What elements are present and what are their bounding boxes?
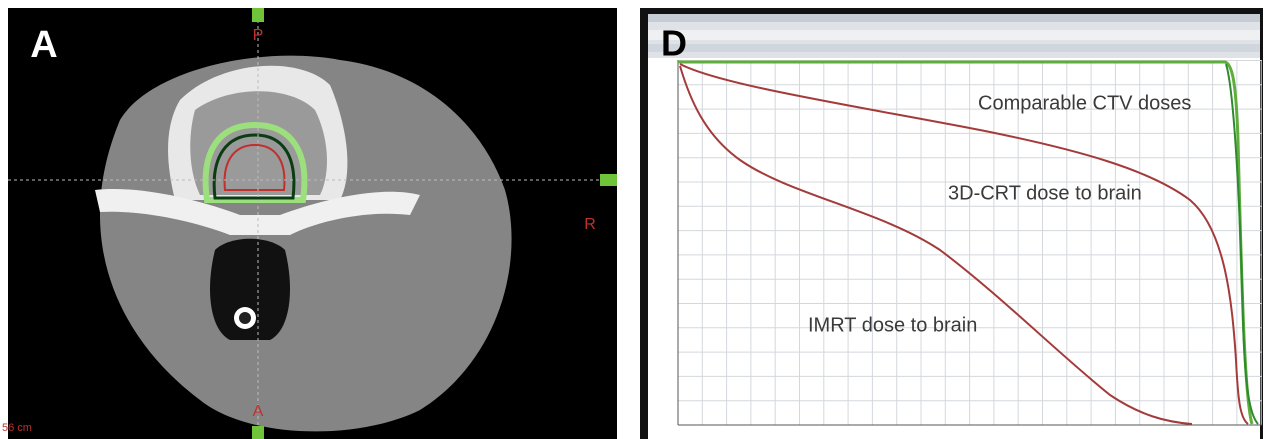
contour-ptv — [202, 121, 308, 203]
orientation-right: R — [584, 216, 596, 233]
contour-ctv — [212, 133, 296, 200]
orientation-bottom: A — [253, 403, 264, 420]
title-bar — [648, 14, 1260, 22]
annotation: IMRT dose to brain — [808, 314, 977, 336]
orientation-top: P — [253, 27, 264, 44]
toolbar — [648, 30, 1260, 40]
plot-window — [648, 58, 1260, 439]
spinal-canal — [239, 312, 251, 324]
scale-label: 56 cm — [2, 422, 32, 434]
marker-top — [252, 8, 264, 22]
dvh-imrt — [679, 65, 1193, 425]
airway — [210, 238, 290, 340]
annotation: Comparable CTV doses — [978, 92, 1191, 114]
tab-bar — [648, 44, 1260, 52]
marker-right — [600, 174, 617, 186]
dvh-3dcrt — [679, 63, 1249, 425]
panel-label: D — [661, 23, 687, 64]
marker-bottom — [252, 426, 264, 439]
cranial-base — [95, 189, 420, 235]
panel-label: A — [30, 24, 57, 66]
contour-gtv — [223, 143, 286, 191]
annotation: 3D-CRT dose to brain — [948, 182, 1142, 204]
ctv-curve-imrt — [1225, 63, 1259, 425]
panel-d: D Comparable CTV doses 3D-CRT dose to br… — [640, 8, 1263, 439]
panel-a: A P R A 56 cm — [2, 8, 617, 439]
